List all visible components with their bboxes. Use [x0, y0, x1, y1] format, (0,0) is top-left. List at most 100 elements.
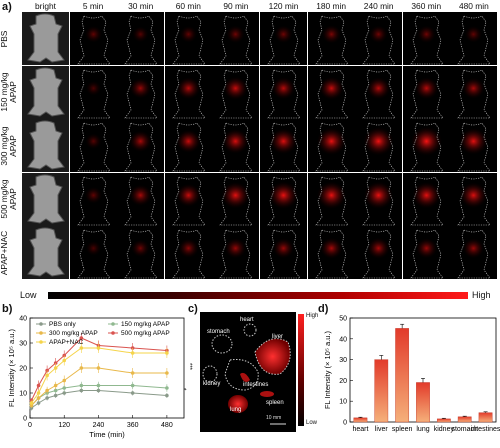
data-point: [62, 358, 67, 363]
x-tick-label: 360: [127, 422, 139, 429]
bar: [395, 328, 410, 423]
fluorescence-image: [402, 119, 450, 173]
colorbar-low-label: Low: [306, 420, 318, 426]
organ-label-spleen: spleen: [266, 400, 284, 406]
panel-d-label: d): [318, 303, 329, 315]
x-tick-label: 0: [28, 422, 32, 429]
fluorescence-image: [69, 172, 117, 226]
fluorescence-image: [117, 12, 165, 65]
category-label: heart: [352, 426, 368, 433]
data-point: [62, 386, 67, 390]
organ-label-heart: heart: [240, 317, 254, 323]
fluorescence-image: [402, 65, 450, 119]
organ-image: [200, 312, 296, 432]
category-label: liver: [375, 426, 389, 433]
row-label: 150 mg/kg APAP: [0, 72, 18, 112]
x-tick-label: 120: [58, 422, 70, 429]
fluorescence-image: [164, 119, 212, 173]
data-point: [53, 383, 58, 388]
column-header: 360 min: [411, 1, 442, 11]
bar: [436, 418, 451, 423]
bar: [478, 412, 493, 423]
data-point: [45, 388, 49, 393]
fluorescence-image: [307, 65, 355, 119]
bar: [457, 416, 472, 423]
category-label: lung: [416, 426, 429, 433]
column-header: 480 min: [458, 1, 489, 11]
y-axis-label: FL Intensity (× 10⁵ a.u.): [7, 328, 16, 407]
data-point: [79, 346, 84, 350]
data-point: [45, 373, 49, 378]
panel-a-label: a): [2, 1, 12, 13]
fluorescence-image: [212, 12, 260, 65]
data-point: [130, 383, 135, 388]
category-label: spleen: [392, 426, 413, 433]
y-tick-label: 10: [19, 391, 27, 398]
column-header: 180 min: [316, 1, 346, 11]
data-point: [79, 336, 84, 340]
bright-field-image: [22, 12, 69, 65]
data-point: [53, 388, 58, 393]
scale-low-label: Low: [20, 290, 37, 300]
panel-b-label: b): [2, 303, 13, 315]
category-label: stomach: [451, 426, 478, 433]
y-tick-label: 20: [339, 378, 347, 385]
data-point: [36, 383, 41, 388]
fluorescence-image: [69, 226, 117, 280]
fluorescence-image: [450, 226, 498, 280]
y-tick-label: 30: [19, 341, 27, 348]
data-point: [53, 366, 58, 370]
bar: [416, 382, 430, 423]
column-header: 240 min: [363, 1, 394, 11]
data-point: [96, 346, 101, 350]
data-point: [53, 393, 58, 398]
fluorescence-image: [117, 172, 165, 226]
fluorescence-image: [307, 226, 355, 280]
legend-marker: [111, 322, 115, 326]
data-point: [96, 388, 101, 393]
legend-marker: [39, 331, 43, 335]
row-label: APAP+NAC: [0, 230, 9, 276]
data-point: [96, 383, 101, 388]
y-tick-label: 40: [339, 336, 347, 343]
legend-label: 150 mg/kg APAP: [121, 321, 170, 328]
organ-label-kidney: kidney: [203, 381, 221, 387]
fluorescence-image: [260, 172, 307, 226]
fluorescence-image: [164, 226, 212, 280]
fluorescence-image: [402, 12, 450, 65]
category-label: kidney: [434, 426, 455, 433]
y-tick-label: 20: [19, 366, 27, 373]
data-point: [165, 393, 169, 398]
legend-label: 500 mg/kg APAP: [121, 330, 170, 337]
fluorescence-image: [355, 226, 403, 280]
column-header: bright: [35, 1, 56, 11]
y-tick-label: 30: [339, 357, 347, 364]
fluorescence-image: [355, 119, 403, 173]
legend-marker: [39, 340, 43, 344]
fluorescence-image: [450, 172, 498, 226]
organ-label-liver: liver: [272, 334, 284, 340]
data-point: [130, 351, 135, 355]
bright-field-image: [22, 119, 69, 173]
x-tick-label: 240: [93, 422, 105, 429]
x-tick-label: 480: [161, 422, 173, 429]
significance-marker: ***: [186, 363, 192, 371]
data-point: [36, 391, 41, 395]
column-header: 120 min: [268, 1, 299, 11]
data-point: [96, 366, 101, 370]
fluorescence-image: [450, 65, 498, 119]
column-header: 5 min: [82, 1, 104, 11]
category-label: intestines: [471, 426, 500, 433]
fluorescence-image: [402, 226, 450, 280]
data-point: [79, 383, 84, 388]
fluorescence-image: [307, 119, 355, 173]
panel-c-label: c): [188, 303, 198, 315]
series-line: [31, 390, 167, 409]
fluorescence-image: [402, 172, 450, 226]
fluorescence-image: [117, 119, 165, 173]
y-tick-label: 0: [343, 420, 347, 427]
data-point: [36, 396, 41, 400]
significance-marker: *: [180, 388, 186, 391]
data-point: [130, 391, 135, 395]
organ-label-lung: lung: [230, 407, 242, 413]
